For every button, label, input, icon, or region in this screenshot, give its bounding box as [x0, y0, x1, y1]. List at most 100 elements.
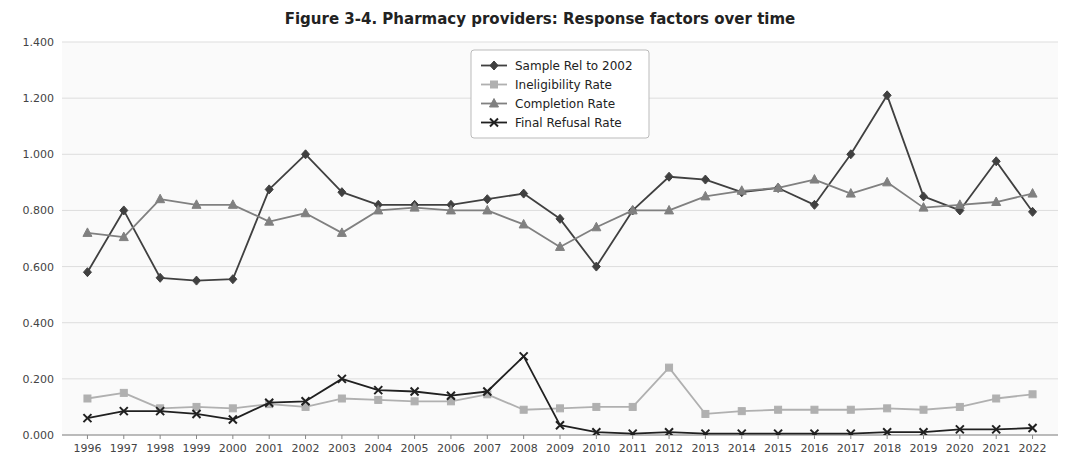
- legend-box: [471, 50, 649, 138]
- point: [120, 407, 128, 415]
- point: [192, 276, 200, 285]
- point: [520, 352, 528, 360]
- x-tick-label: 2015: [764, 442, 792, 455]
- grid-line: [62, 42, 1058, 43]
- x-tick: [87, 435, 88, 439]
- series: [83, 91, 1036, 285]
- point: [992, 157, 1000, 166]
- x-tick-label: 2014: [728, 442, 756, 455]
- point: [1029, 424, 1037, 432]
- y-tick-label: 1.200: [23, 92, 55, 105]
- x-tick: [123, 435, 124, 439]
- x-tick-label: 2002: [292, 442, 320, 455]
- x-tick: [669, 435, 670, 439]
- point: [774, 430, 782, 435]
- x-axis: 1996199719981999200020012002200320042005…: [62, 435, 1058, 455]
- x-tick: [923, 435, 924, 439]
- point: [229, 416, 237, 424]
- point: [338, 375, 346, 383]
- point: [774, 183, 783, 192]
- point: [411, 387, 419, 395]
- point: [592, 222, 601, 231]
- series-line: [87, 180, 1032, 247]
- point: [701, 191, 710, 200]
- legend-swatch: [481, 99, 507, 108]
- x-tick-label: 1996: [73, 442, 101, 455]
- x-tick-label: 2016: [800, 442, 828, 455]
- point: [883, 428, 891, 435]
- point: [228, 200, 237, 209]
- x-tick-label: 2006: [437, 442, 465, 455]
- point: [446, 205, 455, 214]
- point: [738, 408, 745, 415]
- point: [483, 205, 492, 214]
- x-tick-label: 2018: [873, 442, 901, 455]
- legend-marker: [491, 81, 498, 88]
- point: [302, 397, 310, 405]
- x-tick-label: 2005: [401, 442, 429, 455]
- point: [665, 428, 673, 435]
- point: [884, 405, 891, 412]
- y-tick-label: 1.400: [23, 36, 55, 49]
- point: [810, 200, 818, 209]
- point: [338, 395, 345, 402]
- point: [156, 273, 164, 282]
- point: [337, 228, 346, 237]
- point: [847, 430, 855, 435]
- point: [83, 414, 91, 422]
- point: [629, 206, 637, 215]
- legend-label: Final Refusal Rate: [515, 116, 622, 130]
- point: [520, 189, 528, 198]
- y-axis: 0.0000.2000.4000.6000.8001.0001.2001.400: [23, 36, 1059, 442]
- y-tick-label: 0.600: [23, 261, 55, 274]
- y-tick-label: 1.000: [23, 148, 55, 161]
- legend-swatch: [481, 119, 507, 127]
- point: [701, 175, 709, 184]
- x-tick: [196, 435, 197, 439]
- point: [410, 203, 419, 212]
- plot-background: [62, 42, 1058, 435]
- point: [992, 425, 1000, 433]
- point: [1029, 391, 1036, 398]
- x-tick: [632, 435, 633, 439]
- point: [338, 188, 346, 197]
- x-tick: [523, 435, 524, 439]
- point: [229, 275, 237, 284]
- x-tick-label: 2001: [255, 442, 283, 455]
- x-tick: [160, 435, 161, 439]
- point: [84, 395, 91, 402]
- x-tick-label: 2003: [328, 442, 356, 455]
- point: [556, 421, 564, 429]
- point: [665, 205, 674, 214]
- x-tick-label: 1999: [182, 442, 210, 455]
- point: [592, 428, 600, 435]
- point: [556, 242, 565, 251]
- point: [229, 405, 236, 412]
- x-tick-label: 2019: [910, 442, 938, 455]
- series-line: [87, 356, 1032, 433]
- legend-marker: [490, 61, 498, 70]
- x-tick-label: 2020: [946, 442, 974, 455]
- point: [265, 217, 274, 226]
- x-tick-label: 2021: [982, 442, 1010, 455]
- x-tick-label: 2013: [691, 442, 719, 455]
- point: [920, 192, 928, 201]
- point: [1029, 207, 1037, 216]
- x-tick: [996, 435, 997, 439]
- grid-line: [62, 266, 1058, 267]
- legend-marker: [490, 119, 498, 127]
- point: [120, 206, 128, 215]
- grid-line: [62, 378, 1058, 379]
- x-tick: [341, 435, 342, 439]
- x-tick: [887, 435, 888, 439]
- point: [992, 197, 1001, 206]
- x-tick: [232, 435, 233, 439]
- legend-label: Ineligibility Rate: [515, 78, 612, 92]
- point: [483, 387, 491, 395]
- point: [920, 428, 928, 435]
- point: [592, 262, 600, 271]
- x-tick: [741, 435, 742, 439]
- legend-marker: [490, 99, 499, 108]
- point: [120, 389, 127, 396]
- point: [375, 396, 382, 403]
